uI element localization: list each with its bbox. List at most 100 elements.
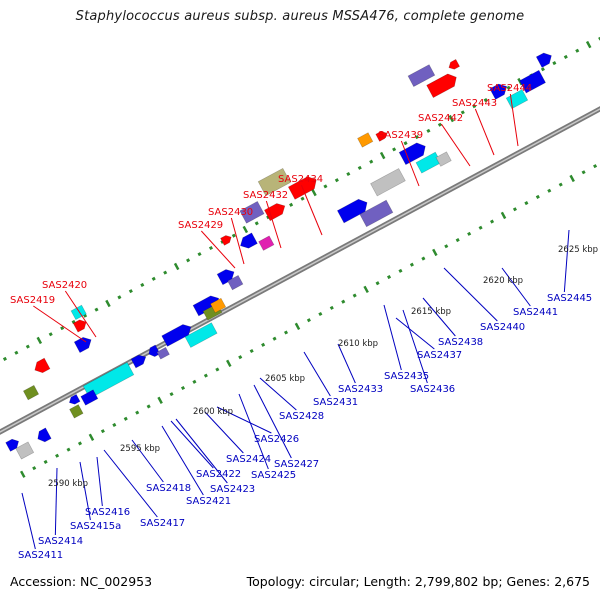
gene-feature (426, 73, 457, 99)
callout-line (563, 229, 570, 293)
tick-mark (254, 221, 259, 226)
tick-mark (558, 182, 563, 187)
tick-mark (226, 359, 232, 368)
tick-mark (283, 330, 289, 335)
tick-mark (341, 299, 346, 304)
tick-mark (2, 356, 7, 361)
gene-label: SAS2442 (418, 113, 463, 124)
tick-mark (208, 245, 214, 251)
gene-feature (519, 69, 546, 94)
gene-feature (535, 52, 552, 68)
callout-line (402, 309, 428, 384)
gene-feature (240, 232, 258, 249)
tick-mark (60, 326, 65, 331)
tick-mark (249, 348, 254, 354)
tick-mark (261, 342, 266, 347)
gene-feature (407, 64, 436, 87)
callout-line (204, 411, 244, 454)
tick-mark (300, 196, 305, 201)
callout-line (474, 108, 495, 156)
gene-feature (70, 304, 87, 321)
callout-line (79, 461, 91, 521)
callout-line (501, 267, 531, 307)
tick-mark (203, 373, 208, 378)
gene-label: SAS2418 (146, 483, 191, 494)
gene-label: SAS2440 (480, 322, 525, 333)
tick-mark (593, 164, 598, 169)
callout-line (33, 305, 87, 343)
gene-feature (210, 297, 227, 314)
tick-mark (369, 159, 374, 164)
tick-mark (535, 194, 540, 199)
scale-label: 2605 kbp (265, 374, 305, 384)
genome-summary-text: Topology: circular; Length: 2,799,802 bp… (246, 574, 590, 589)
tick-mark (197, 252, 202, 257)
tick-mark (140, 282, 145, 287)
scale-label: 2620 kbp (483, 276, 523, 286)
tick-mark (379, 151, 386, 160)
gene-feature (184, 322, 218, 348)
tick-mark (112, 422, 117, 427)
gene-label: SAS2427 (274, 459, 319, 470)
callout-line (395, 317, 435, 350)
gene-label: SAS2428 (279, 411, 324, 422)
tick-mark (238, 355, 243, 360)
tick-mark (289, 202, 294, 207)
tick-mark (329, 305, 334, 310)
gene-label: SAS2430 (208, 207, 253, 218)
callout-line (422, 297, 456, 337)
gene-feature (370, 168, 406, 197)
gene-label: SAS2422 (196, 469, 241, 480)
gene-label: SAS2417 (140, 518, 185, 529)
gene-feature (156, 346, 170, 360)
gene-label: SAS2436 (410, 384, 455, 395)
tick-mark (311, 188, 317, 197)
tick-mark (151, 276, 156, 281)
gene-feature (37, 427, 52, 443)
callout-line (443, 267, 498, 322)
tick-mark (55, 453, 60, 458)
tick-mark (66, 447, 71, 452)
gene-feature (398, 142, 426, 166)
tick-mark (403, 141, 408, 146)
tick-mark (352, 293, 357, 298)
tick-mark (455, 238, 460, 243)
tick-mark (444, 244, 449, 249)
tick-mark (409, 262, 414, 267)
callout-line (337, 343, 356, 384)
gene-feature (357, 132, 374, 148)
tick-mark (135, 410, 140, 415)
gene-feature (130, 354, 147, 369)
gene-feature (72, 319, 87, 333)
tick-mark (231, 233, 236, 238)
tick-mark (123, 416, 128, 421)
gene-feature (489, 83, 508, 100)
tick-mark (169, 392, 174, 397)
tick-mark (323, 184, 328, 189)
tick-mark (421, 256, 426, 261)
tick-mark (346, 171, 351, 177)
callout-line (253, 384, 292, 459)
tick-mark (77, 441, 83, 446)
gene-label: SAS2432 (243, 190, 288, 201)
tick-mark (157, 396, 163, 404)
callout-line (509, 93, 519, 147)
tick-mark (100, 429, 105, 434)
tick-mark (398, 268, 403, 273)
tick-mark (598, 36, 600, 41)
gene-label: SAS2420 (42, 280, 87, 291)
gene-label: SAS2434 (278, 174, 323, 185)
tick-mark (563, 54, 568, 59)
tick-mark (294, 322, 301, 331)
tick-mark (242, 225, 249, 234)
gene-label: SAS2433 (338, 384, 383, 395)
gene-features (5, 52, 552, 460)
gene-label: SAS2423 (210, 484, 255, 495)
gene-label: SAS2411 (18, 550, 63, 561)
scale-label: 2625 kbp (558, 245, 598, 255)
tick-mark (387, 275, 392, 280)
tick-mark (215, 367, 220, 372)
callout-line (131, 439, 164, 483)
gene-feature (435, 151, 452, 167)
